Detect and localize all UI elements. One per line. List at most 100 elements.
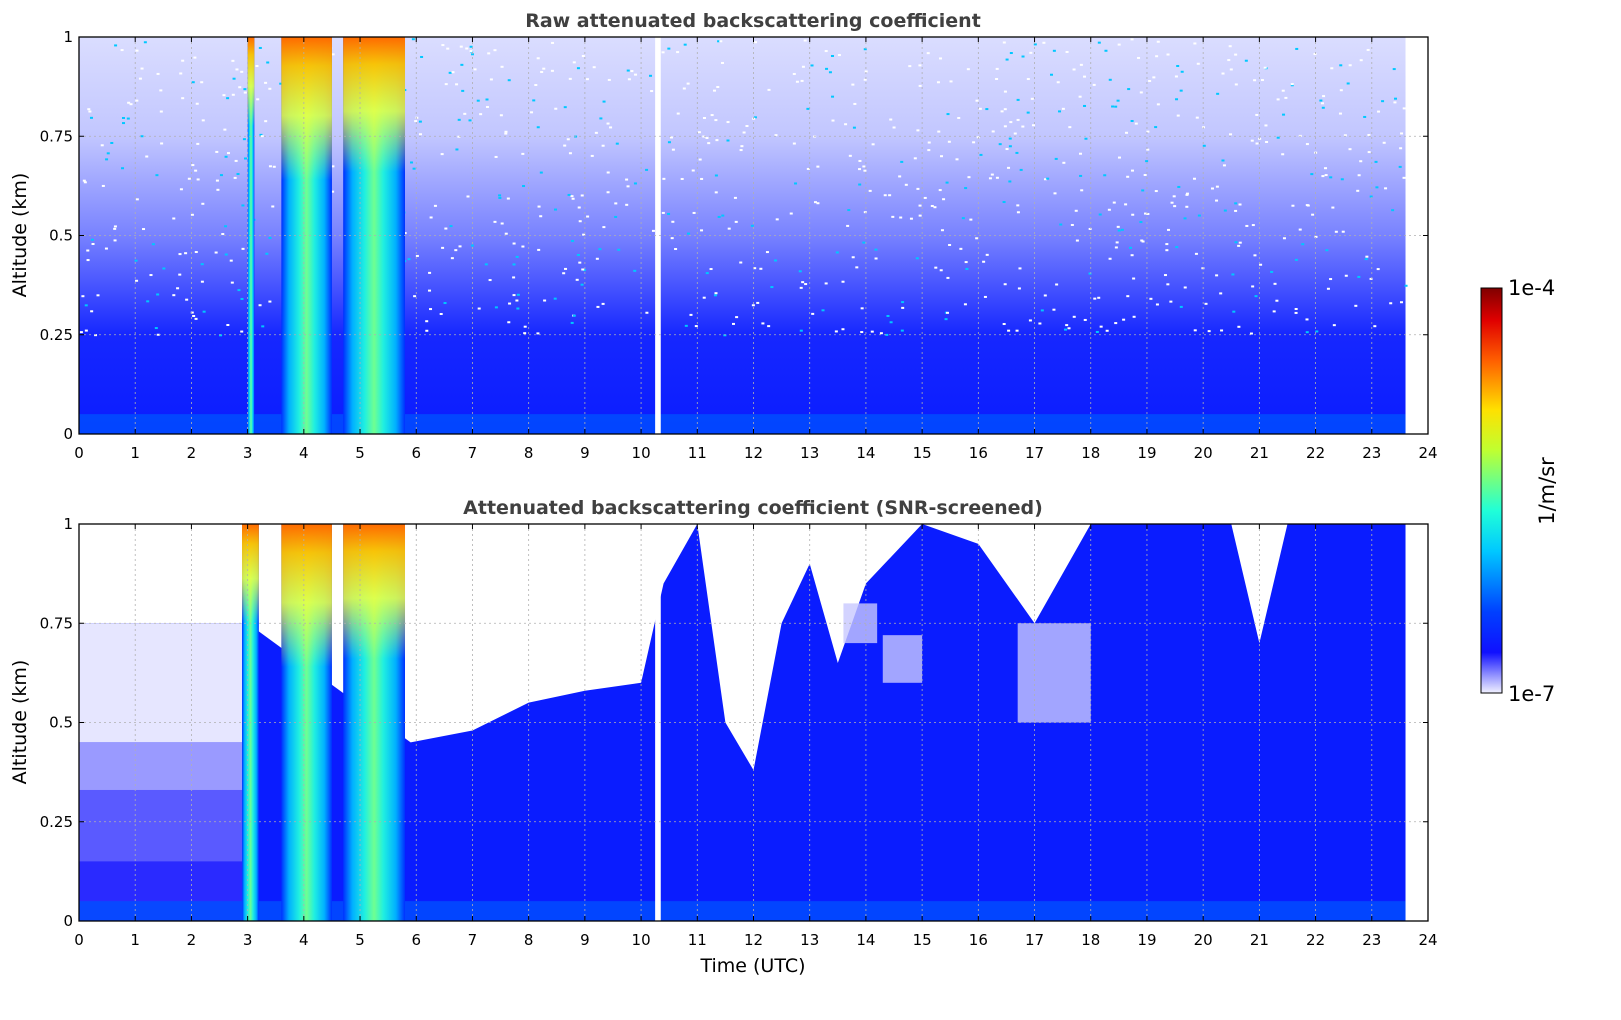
heatmap-cell <box>87 108 91 111</box>
heatmap-cell <box>1354 304 1358 307</box>
heatmap-cell <box>512 242 516 245</box>
heatmap-cell <box>200 263 204 266</box>
heatmap-cell <box>1375 186 1379 189</box>
heatmap-cell <box>1016 204 1020 207</box>
heatmap-cell <box>113 227 117 230</box>
heatmap-cell <box>614 202 618 205</box>
heatmap-cell <box>831 95 835 98</box>
heatmap-cell <box>1075 239 1079 242</box>
heatmap-cell <box>154 327 158 330</box>
heatmap-cell <box>684 324 688 327</box>
heatmap-cell <box>1046 177 1050 180</box>
heatmap-cell <box>196 178 200 181</box>
heatmap-cell <box>450 257 454 260</box>
heatmap-cell <box>942 198 946 201</box>
heatmap-cell <box>1117 156 1121 159</box>
heatmap-cell <box>221 233 225 236</box>
heatmap-cell <box>114 44 118 47</box>
heatmap-cell <box>100 144 104 147</box>
heatmap-cell <box>979 153 983 156</box>
heatmap-cell <box>508 302 512 305</box>
heatmap-cell <box>1067 327 1071 330</box>
heatmap-cell <box>798 270 802 273</box>
heatmap-cell <box>715 139 719 142</box>
heatmap-cell <box>927 149 931 152</box>
heatmap-cell <box>1222 164 1226 167</box>
heatmap-cell <box>1376 268 1380 271</box>
heatmap-cell <box>580 194 584 197</box>
y-tick-label: 0 <box>63 425 73 443</box>
heatmap-cell <box>1314 235 1318 238</box>
heatmap-cell <box>493 49 497 52</box>
heatmap-cell <box>536 57 540 60</box>
heatmap-cell <box>1282 113 1286 116</box>
heatmap-cell <box>753 116 757 119</box>
heatmap-cell <box>671 148 675 151</box>
heatmap-cell <box>909 217 913 220</box>
heatmap-cell <box>233 176 237 179</box>
heatmap-cell <box>716 85 720 88</box>
heatmap-cell <box>1097 41 1101 44</box>
heatmap-cell <box>598 248 602 251</box>
heatmap-cell <box>425 320 429 323</box>
heatmap-cell <box>1319 99 1323 102</box>
heatmap-cell <box>723 334 727 337</box>
heatmap-cell <box>578 220 582 223</box>
heatmap-cell <box>1270 270 1274 273</box>
x-tick-label: 20 <box>1194 931 1213 949</box>
heatmap-cell <box>889 118 893 121</box>
heatmap-cell <box>79 742 248 790</box>
heatmap-cell <box>568 77 572 80</box>
heatmap-cell <box>331 190 335 193</box>
heatmap-cell <box>794 182 798 185</box>
heatmap-cell <box>539 171 543 174</box>
heatmap-cell <box>1170 201 1174 204</box>
heatmap-cell <box>181 59 185 62</box>
heatmap-cell <box>825 67 829 70</box>
heatmap-cell <box>1202 144 1206 147</box>
heatmap-cell <box>860 307 864 310</box>
heatmap-cell <box>940 229 944 232</box>
heatmap-cell <box>1055 283 1059 286</box>
heatmap-cell <box>88 110 92 113</box>
heatmap-cell <box>1021 125 1025 128</box>
heatmap-cell <box>1251 224 1255 227</box>
heatmap-cell <box>429 216 433 219</box>
heatmap-cell <box>411 38 415 41</box>
heatmap-cell <box>676 51 680 54</box>
heatmap-cell <box>1180 70 1184 73</box>
heatmap-cell <box>194 317 198 320</box>
heatmap-cell <box>581 55 585 58</box>
colorbar-max-label: 1e-4 <box>1508 276 1555 300</box>
heatmap-cell <box>149 274 153 277</box>
x-tick-label: 17 <box>1025 444 1044 462</box>
heatmap-cell <box>1054 157 1058 160</box>
heatmap-cell <box>79 623 248 743</box>
heatmap-cell <box>1114 246 1118 249</box>
heatmap-cell <box>926 52 930 55</box>
heatmap-cell <box>82 179 86 182</box>
heatmap-cell <box>1229 133 1233 136</box>
heatmap-cell <box>1374 160 1378 163</box>
heatmap-cell <box>719 40 723 43</box>
heatmap-cell <box>265 252 269 255</box>
heatmap-cell <box>1028 319 1032 322</box>
heatmap-cell <box>630 70 634 73</box>
heatmap-cell <box>195 102 199 105</box>
x-tick-label: 23 <box>1362 931 1381 949</box>
heatmap-cell <box>1245 224 1249 227</box>
heatmap-cell <box>566 138 570 141</box>
heatmap-cell <box>1016 118 1020 121</box>
heatmap-cell <box>888 194 892 197</box>
heatmap-cell <box>1141 189 1145 192</box>
heatmap-cell <box>669 136 673 139</box>
heatmap-cell <box>868 189 872 192</box>
heatmap-cell <box>800 79 804 82</box>
heatmap-cell <box>975 99 979 102</box>
heatmap-cell <box>1009 121 1013 124</box>
heatmap-cell <box>1381 100 1385 103</box>
heatmap-cell <box>1185 205 1189 208</box>
heatmap-cell <box>1059 223 1063 226</box>
heatmap-cell <box>816 202 820 205</box>
heatmap-cell <box>717 215 721 218</box>
